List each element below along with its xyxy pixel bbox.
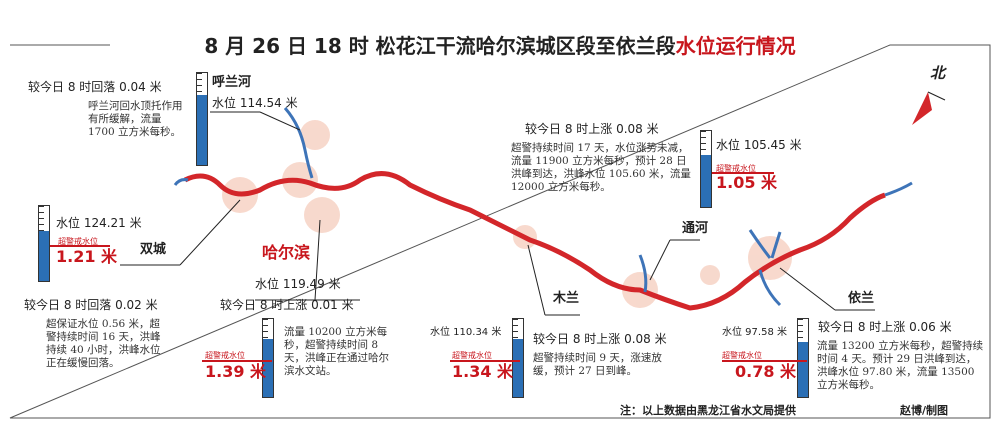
water-level: 水位 110.34 米 [430,327,502,338]
credit: 赵博/制图 [900,404,949,417]
over-alert: 0.78 米 [735,362,797,381]
description: 呼兰河回水顶托作用有所缓解，流量 1700 立方米每秒。 [88,100,183,138]
gauge [38,205,50,282]
gauge [196,72,208,166]
gauge [512,318,524,398]
over-alert: 1.05 米 [716,173,778,192]
alert-line [50,245,110,247]
description: 流量 10200 立方米每秒，超警持续时间 8 天，洪峰正在通过哈尔滨水文站。 [284,326,389,377]
title-main: 8 月 26 日 18 时 松花江干流哈尔滨城区段至依兰段 [204,34,676,58]
description: 超保证水位 0.56 米，超警持续时间 16 天，洪峰持续 40 小时，洪峰水位… [46,318,161,369]
gauge [700,130,712,208]
title-highlight: 水位运行情况 [675,34,796,58]
description: 流量 13200 立方米每秒，超警持续时间 4 天。预计 29 日洪峰到达，洪峰… [817,340,984,391]
station-name: 木兰 [553,291,580,306]
alert-line [712,172,774,174]
station-name: 依兰 [848,291,875,306]
alert-line [450,360,520,362]
gauge [262,318,274,398]
over-alert: 1.21 米 [56,247,118,266]
frame [9,44,991,419]
change: 较今日 8 时回落 0.04 米 [28,80,162,94]
alert-label: 超警戒水位 [452,351,492,360]
change: 较今日 8 时上涨 0.06 米 [818,320,952,334]
change: 较今日 8 时上涨 0.08 米 [525,122,659,136]
gauge [797,318,809,398]
water-level: 水位 124.21 米 [56,216,142,230]
alert-label: 超警戒水位 [205,351,245,360]
title: 8 月 26 日 18 时 松花江干流哈尔滨城区段至依兰段水位运行情况 [110,34,890,58]
alert-label: 超警戒水位 [722,351,762,360]
songhua-river [183,171,886,311]
north-label: 北 [930,64,946,82]
tributaries [173,107,913,307]
change: 较今日 8 时上涨 0.08 米 [533,332,667,346]
change: 较今日 8 时上涨 0.01 米 [220,298,354,312]
description: 超警持续时间 9 天，涨速放缓，预计 27 日到峰。 [533,352,662,377]
over-alert: 1.39 米 [205,362,267,381]
water-level: 水位 105.45 米 [716,138,802,152]
source-note: 注：以上数据由黑龙江省水文局提供 [620,404,796,417]
north-arrow [912,91,946,125]
water-level: 水位 114.54 米 [212,96,298,110]
station-name: 呼兰河 [212,75,252,90]
alert-line [722,360,807,362]
alert-label: 超警戒水位 [716,164,756,173]
water-level: 水位 119.49 米 [255,277,341,291]
description: 超警持续时间 17 天，水位涨势未减，流量 11900 立方米每秒，预计 28 … [511,142,691,193]
alert-label: 超警戒水位 [58,237,98,246]
change: 较今日 8 时回落 0.02 米 [24,298,158,312]
station-name: 通河 [682,221,709,236]
station-name: 哈尔滨 [262,243,311,262]
leader-lines [120,111,875,316]
station-name: 双城 [140,242,167,257]
water-level: 水位 97.58 米 [722,327,787,338]
over-alert: 1.34 米 [452,362,514,381]
alert-line [202,360,272,362]
